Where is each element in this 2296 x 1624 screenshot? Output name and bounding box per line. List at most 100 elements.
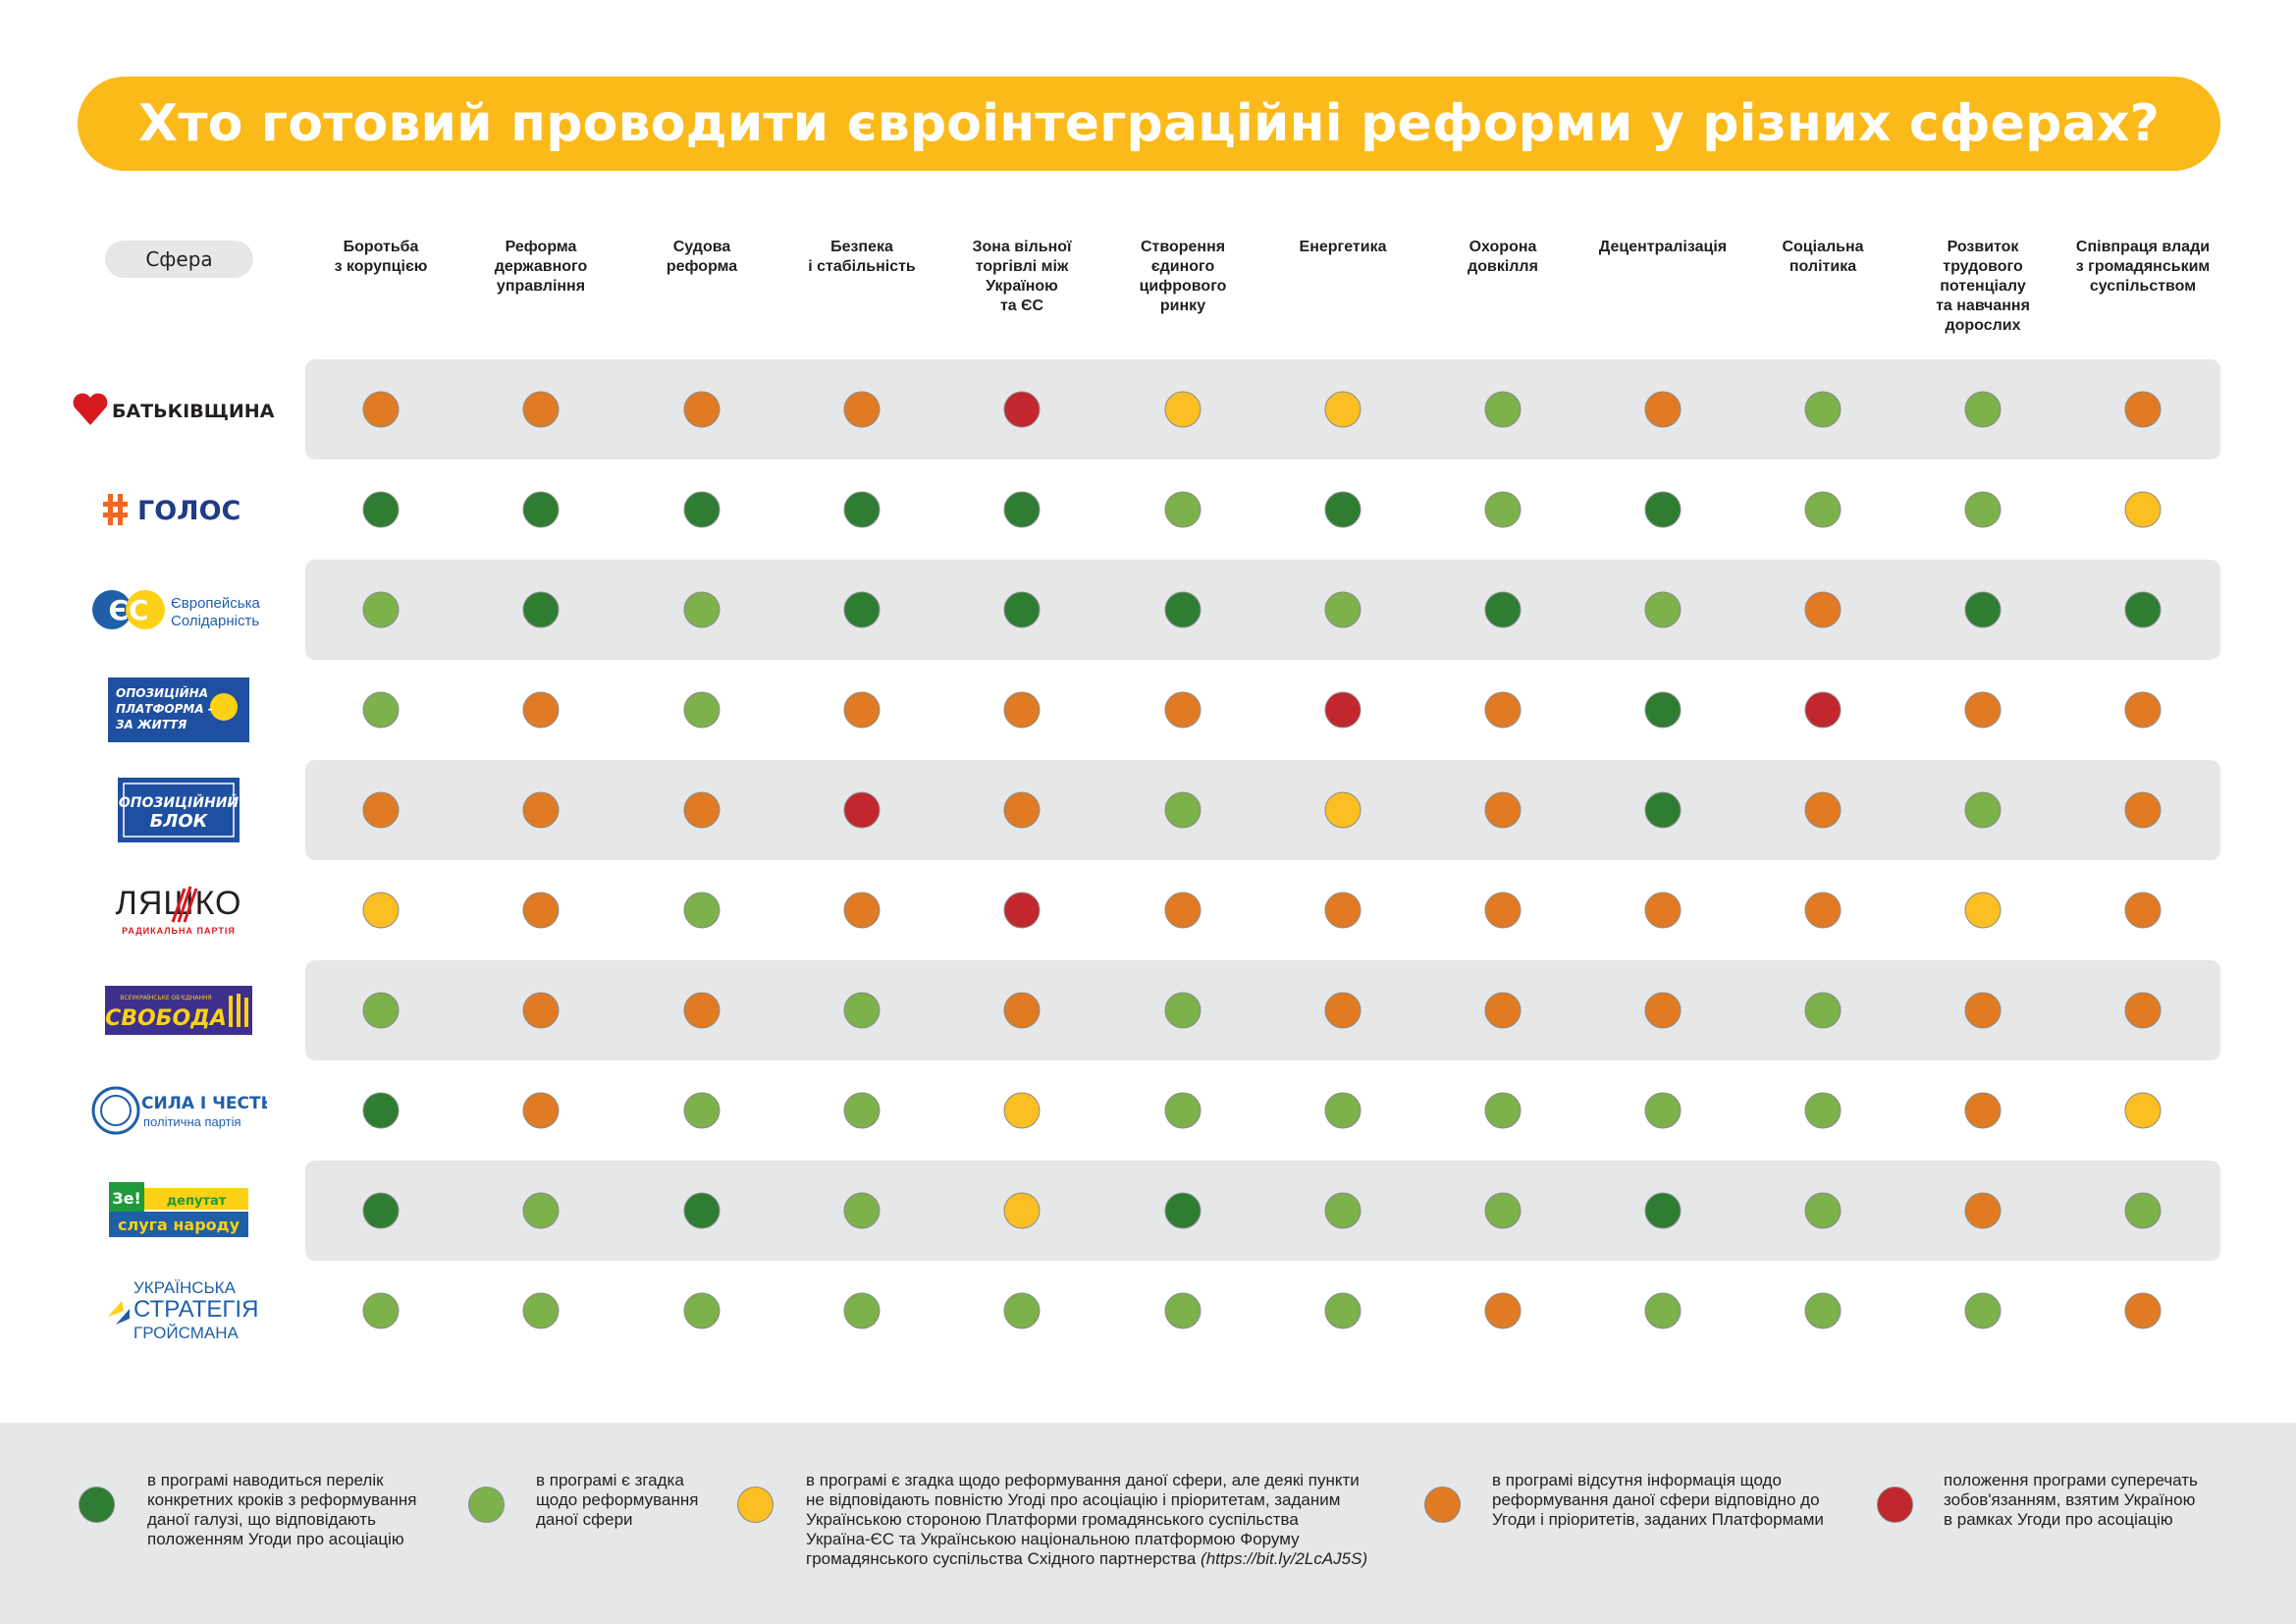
status-dot (522, 1092, 560, 1129)
svg-text:ОПОЗИЦІЙНА: ОПОЗИЦІЙНА (116, 685, 208, 700)
svg-text:ГРОЙСМАНА: ГРОЙСМАНА (133, 1324, 239, 1342)
status-dot (1324, 1092, 1362, 1129)
status-dot (1324, 791, 1362, 829)
svg-text:ПЛАТФОРМА -: ПЛАТФОРМА - (116, 702, 213, 716)
status-dot (1164, 892, 1201, 929)
lyashko-logo: ЛЯШКО РАДИКАЛЬНА ПАРТІЯ (100, 879, 257, 942)
status-dot (1164, 491, 1201, 528)
source-link[interactable]: (https://bit.ly/2LcAJ5S) (1201, 1549, 1368, 1568)
column-header: Боротьба з корупцією (334, 239, 428, 275)
legend (0, 1423, 2296, 1624)
opoblok-logo: ОПОЗИЦІЙНИЙ БЛОК (118, 778, 240, 842)
status-dot (1003, 591, 1041, 628)
status-dot (1164, 791, 1201, 829)
status-dot (1003, 992, 1041, 1029)
row-band (305, 1161, 2220, 1261)
status-dot (1164, 1192, 1201, 1229)
status-dot (1644, 391, 1682, 428)
status-dot (1484, 992, 1522, 1029)
status-dot (1164, 691, 1201, 729)
svg-text:УКРАЇНСЬКА: УКРАЇНСЬКА (133, 1278, 237, 1297)
column-header: Зона вільної торгівлі між Україною та ЄС (972, 239, 1072, 314)
svg-text:БАТЬКІВЩИНА: БАТЬКІВЩИНА (112, 401, 275, 422)
status-dot (362, 1192, 400, 1229)
status-dot (1324, 1292, 1362, 1329)
status-dot (1003, 491, 1041, 528)
status-dot (1964, 391, 2002, 428)
status-dot (1324, 591, 1362, 628)
status-dot (522, 791, 560, 829)
legend-text: в програмі є згадка щодо реформування дано… (536, 1471, 699, 1529)
svg-text:СИЛА І ЧЕСТЬ: СИЛА І ЧЕСТЬ (141, 1094, 267, 1113)
legend-text: в програмі наводиться перелік конкретних … (147, 1471, 417, 1548)
column-header: Реформа державного управління (494, 239, 588, 295)
svg-text:ЄС: ЄС (108, 594, 148, 626)
status-dot (1324, 1192, 1362, 1229)
status-dot (1804, 791, 1842, 829)
legend-dot (468, 1487, 505, 1523)
status-dot (1964, 791, 2002, 829)
svg-text:РАДИКАЛЬНА ПАРТІЯ: РАДИКАЛЬНА ПАРТІЯ (122, 926, 236, 936)
status-dot (2124, 791, 2162, 829)
es-logo: ЄС Європейська Солідарність (90, 580, 267, 639)
status-dot (2124, 892, 2162, 929)
status-dot (1804, 591, 1842, 628)
status-dot (2124, 691, 2162, 729)
svg-text:Зе!: Зе! (112, 1189, 141, 1208)
legend-dot (737, 1487, 774, 1523)
status-dot (1003, 1192, 1041, 1229)
status-dot (843, 1092, 881, 1129)
status-dot (683, 892, 721, 929)
row-band (305, 359, 2220, 460)
status-dot (1964, 892, 2002, 929)
status-dot (362, 1292, 400, 1329)
status-dot (1644, 1192, 1682, 1229)
status-dot (1964, 992, 2002, 1029)
status-dot (843, 791, 881, 829)
status-dot (1644, 1292, 1682, 1329)
status-dot (1644, 591, 1682, 628)
status-dot (1003, 1092, 1041, 1129)
row-band (305, 760, 2220, 860)
status-dot (522, 391, 560, 428)
legend-text: в програмі є згадка щодо реформування да… (806, 1471, 1368, 1568)
column-header: Розвиток трудового потенціалу та навчання до… (1936, 239, 2030, 334)
status-dot (1644, 892, 1682, 929)
column-header: Енергетика (1299, 239, 1387, 255)
status-dot (2124, 1092, 2162, 1129)
svg-text:ЗА ЖИТТЯ: ЗА ЖИТТЯ (116, 718, 187, 731)
status-dot (1964, 1292, 2002, 1329)
status-dot (522, 1192, 560, 1229)
status-dot (362, 791, 400, 829)
status-dot (1484, 591, 1522, 628)
status-dot (522, 1292, 560, 1329)
status-dot (1324, 892, 1362, 929)
ukr-stratehiya-logo: УКРАЇНСЬКА СТРАТЕГІЯ ГРОЙСМАНА (100, 1272, 257, 1350)
svg-text:депутат: депутат (167, 1194, 227, 1209)
svg-text:ВСЕУКРАЇНСЬКЕ ОБ'ЄДНАННЯ: ВСЕУКРАЇНСЬКЕ ОБ'ЄДНАННЯ (120, 995, 211, 1001)
status-dot (843, 892, 881, 929)
batkivshchyna-logo: БАТЬКІВЩИНА (71, 388, 287, 431)
status-dot (843, 491, 881, 528)
status-dot (1804, 391, 1842, 428)
svoboda-logo: ВСЕУКРАЇНСЬКЕ ОБ'ЄДНАННЯ СВОБОДА (105, 986, 252, 1035)
sluha-narodu-logo: Зе! депутат слуга народу (105, 1180, 252, 1241)
svg-text:ГОЛОС: ГОЛОС (137, 496, 240, 526)
status-dot (1804, 691, 1842, 729)
status-dot (683, 992, 721, 1029)
status-dot (1964, 591, 2002, 628)
status-dot (1804, 491, 1842, 528)
status-dot (1164, 591, 1201, 628)
status-dot (1003, 791, 1041, 829)
status-dot (1644, 992, 1682, 1029)
status-dot (683, 1292, 721, 1329)
status-dot (1964, 1092, 2002, 1129)
column-header: Створення єдиного цифрового ринку (1139, 239, 1227, 314)
status-dot (1003, 391, 1041, 428)
status-dot (1484, 791, 1522, 829)
column-header: Співпраця влади з громадянським суспільств… (2075, 239, 2211, 295)
legend-text: в програмі відсутня інформація щодо рефор… (1492, 1471, 1824, 1529)
status-dot (1484, 1092, 1522, 1129)
status-dot (1484, 1292, 1522, 1329)
status-dot (362, 391, 400, 428)
